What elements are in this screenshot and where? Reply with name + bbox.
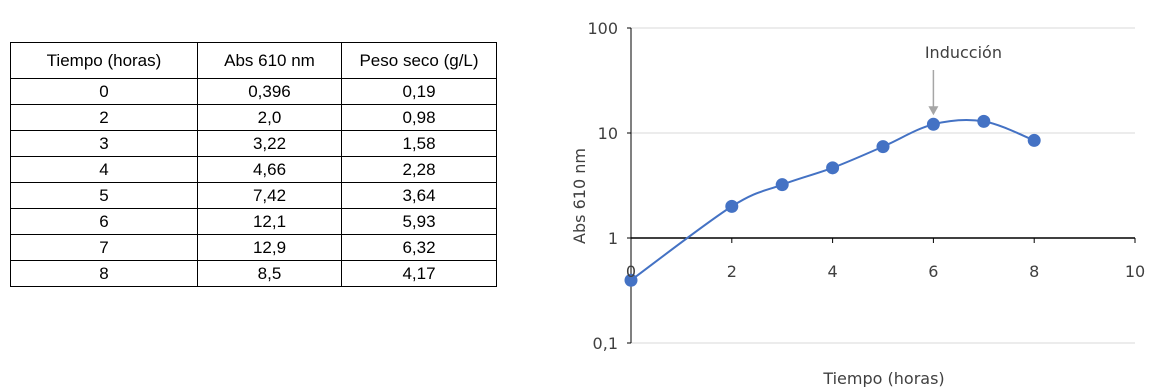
cell-abs: 8,5 [197,260,342,287]
cell-peso: 6,32 [341,234,497,261]
annotations: Inducción [925,43,1002,116]
series-line [630,119,1035,282]
table-row: 8 8,5 4,17 [10,260,497,287]
abs-growth-chart: Abs 610 nm Tiempo (horas) 0,1 1 10 100 0 2 4 6 8… [570,19,1145,387]
annotation-label: Inducción [925,43,1002,62]
cell-tiempo: 4 [10,156,198,183]
cell-abs: 4,66 [197,156,342,183]
cell-abs: 7,42 [197,182,342,209]
header-tiempo: Tiempo (horas) [10,42,198,79]
y-tick-label: 10 [598,124,618,143]
cell-tiempo: 3 [10,130,198,157]
table-row: 7 12,9 6,32 [10,234,497,261]
cell-peso: 0,98 [341,104,497,131]
cell-peso: 0,19 [341,78,497,105]
data-point [876,140,890,154]
data-points [624,114,1041,287]
cell-tiempo: 6 [10,208,198,235]
grid-lines [631,27,1135,344]
data-point [775,178,789,192]
cell-abs: 2,0 [197,104,342,131]
annotation-arrowhead [928,106,939,116]
y-tick-label: 1 [608,229,618,248]
x-tick-label: 8 [1029,262,1039,281]
cell-tiempo: 0 [10,78,198,105]
header-abs: Abs 610 nm [197,42,342,79]
cell-peso: 4,17 [341,260,497,287]
cell-abs: 12,9 [197,234,342,261]
table-row: 4 4,66 2,28 [10,156,497,183]
data-point [1027,133,1041,147]
data-point [826,161,840,175]
cell-peso: 1,58 [341,130,497,157]
x-tick-label: 0 [626,262,636,281]
axis-labels: Abs 610 nm Tiempo (horas) 0,1 1 10 100 0 2 4 6 8… [570,19,1145,387]
cell-peso: 3,64 [341,182,497,209]
header-peso: Peso seco (g/L) [341,42,497,79]
x-axis-label: Tiempo (horas) [822,369,944,387]
x-tick-label: 10 [1125,262,1145,281]
data-point [725,199,739,213]
data-table: Tiempo (horas) Abs 610 nm Peso seco (g/L… [10,42,497,287]
cell-tiempo: 5 [10,182,198,209]
cell-peso: 2,28 [341,156,497,183]
y-tick-label: 100 [587,19,618,38]
cell-tiempo: 2 [10,104,198,131]
cell-peso: 5,93 [341,208,497,235]
y-axis-label: Abs 610 nm [570,148,589,244]
cell-abs: 12,1 [197,208,342,235]
cell-tiempo: 7 [10,234,198,261]
table-row: 6 12,1 5,93 [10,208,497,235]
data-point [977,114,991,128]
x-tick-label: 2 [727,262,737,281]
cell-abs: 3,22 [197,130,342,157]
x-tick-label: 4 [828,262,838,281]
data-point [926,117,940,131]
y-tick-label: 0,1 [593,334,618,353]
cell-tiempo: 8 [10,260,198,287]
table-row: 2 2,0 0,98 [10,104,497,131]
data-point [624,273,638,287]
x-tick-label: 6 [928,262,938,281]
table-header-row: Tiempo (horas) Abs 610 nm Peso seco (g/L… [10,42,497,79]
cell-abs: 0,396 [197,78,342,105]
table-row: 0 0,396 0,19 [10,78,497,105]
table-row: 5 7,42 3,64 [10,182,497,209]
series-curve [630,119,1035,282]
axes [627,27,1136,344]
table-row: 3 3,22 1,58 [10,130,497,157]
